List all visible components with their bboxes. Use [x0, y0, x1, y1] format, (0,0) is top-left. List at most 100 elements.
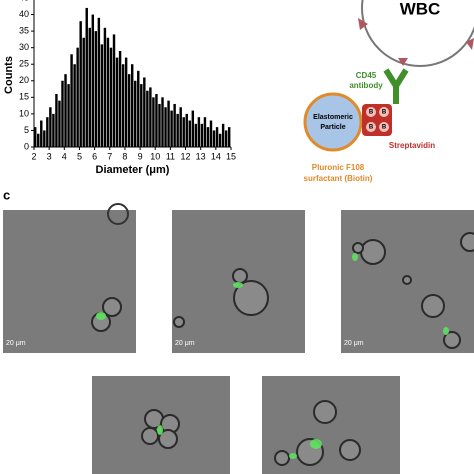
bar [115, 57, 119, 147]
bar [185, 113, 188, 147]
biotin-label: B [382, 110, 387, 116]
bar [106, 37, 110, 147]
y-tick-label: 25 [19, 59, 29, 69]
scale-label: 20 μm [6, 340, 26, 347]
bar [209, 120, 213, 147]
bar [143, 77, 146, 147]
bar [67, 84, 70, 147]
x-tick-label: 12 [181, 151, 191, 161]
bar [170, 110, 173, 147]
bar [100, 44, 104, 147]
x-tick-label: 8 [122, 151, 127, 161]
bar [64, 74, 67, 147]
bar [79, 21, 82, 147]
biotin [379, 122, 389, 132]
particle-image [402, 275, 412, 285]
bar [137, 70, 140, 147]
fluorescence [310, 439, 322, 449]
y-tick-label: 40 [19, 9, 29, 19]
bar [161, 97, 164, 147]
histogram: 05101520253035404523456789101112131415Di… [3, 0, 236, 176]
bar [164, 107, 167, 147]
x-tick-label: 6 [92, 151, 97, 161]
x-tick-label: 10 [150, 151, 160, 161]
x-axis-label: Diameter (μm) [96, 164, 170, 176]
wbc-cell [361, 0, 474, 67]
x-tick-label: 3 [47, 151, 52, 161]
particle-label: Elastomeric [313, 114, 353, 121]
surfactant-label: Pluronic F108 [312, 163, 365, 172]
bar [61, 80, 64, 147]
x-tick-label: 13 [196, 151, 206, 161]
bar [73, 64, 76, 147]
bar [167, 100, 170, 147]
bar [97, 17, 101, 147]
particle-image [313, 400, 337, 424]
bar [76, 47, 79, 147]
bar [197, 117, 201, 147]
y-tick-label: 10 [19, 108, 29, 118]
particle-image [102, 297, 122, 317]
y-tick-label: 5 [24, 125, 29, 135]
fluorescence [157, 425, 163, 435]
particle-image [107, 203, 129, 225]
receptor [398, 58, 408, 66]
x-tick-label: 7 [107, 151, 112, 161]
bar [55, 94, 58, 147]
micrograph [3, 210, 136, 353]
y-tick-label: 20 [19, 75, 29, 85]
bar [88, 27, 91, 147]
biotin-label: B [369, 110, 374, 116]
panel-label: c [3, 187, 10, 202]
bar [188, 120, 191, 147]
bar [70, 54, 73, 147]
particle-image [141, 427, 159, 445]
bar [149, 87, 152, 147]
x-tick-label: 4 [62, 151, 67, 161]
bar [130, 64, 134, 147]
bar [200, 123, 204, 147]
bar [112, 34, 116, 147]
particle-image [460, 232, 474, 252]
bar [215, 127, 219, 147]
y-axis-label: Counts [3, 56, 15, 94]
bar [49, 107, 52, 147]
bar [58, 100, 61, 147]
bar [121, 64, 125, 147]
particle-image [232, 268, 248, 284]
cell-label: WBC [400, 0, 441, 18]
bar [37, 133, 40, 147]
bar [52, 113, 55, 147]
bar [43, 130, 46, 147]
y-tick-label: 15 [19, 92, 29, 102]
bar [206, 127, 210, 147]
biotin [366, 107, 376, 117]
bar [40, 120, 43, 147]
bar [85, 7, 88, 147]
fluorescence [443, 327, 449, 335]
bar [173, 103, 176, 147]
particle-image [274, 450, 290, 466]
particle [303, 92, 363, 152]
y-tick-label: 35 [19, 25, 29, 35]
x-tick-label: 14 [211, 151, 221, 161]
bar [152, 97, 155, 147]
bar [212, 130, 216, 147]
antibody-label: antibody [349, 81, 383, 90]
bar [227, 127, 231, 147]
x-tick-label: 5 [77, 151, 82, 161]
particle-image [421, 294, 445, 318]
fluorescence [96, 312, 106, 320]
y-tick-label: 0 [24, 141, 29, 151]
bar [109, 47, 113, 147]
fluorescence [233, 282, 243, 288]
fluorescence [352, 253, 358, 261]
bar [155, 94, 158, 147]
scale-label: 20 μm [175, 340, 195, 347]
fluorescence [289, 453, 297, 459]
bar [224, 130, 228, 147]
bar [82, 37, 85, 147]
x-tick-label: 2 [31, 151, 36, 161]
bar [91, 14, 95, 147]
particle-image [352, 242, 364, 254]
